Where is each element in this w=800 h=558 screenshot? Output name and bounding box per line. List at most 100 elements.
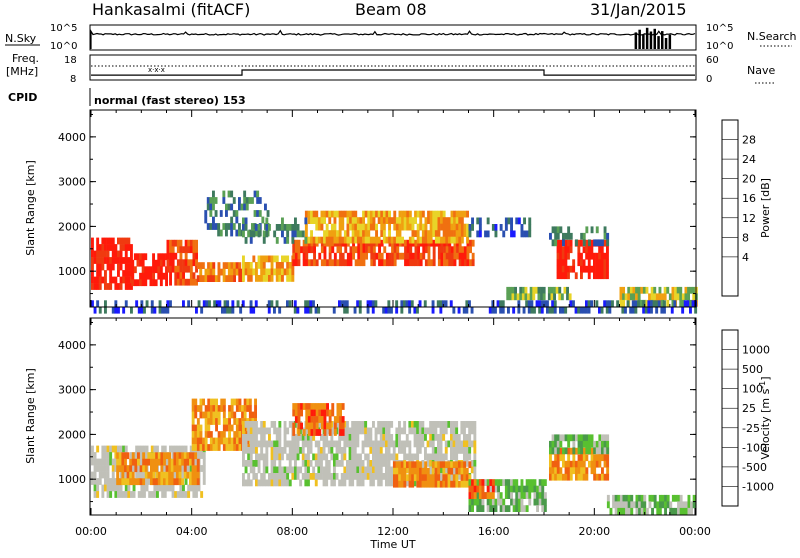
echo-cell <box>669 507 673 515</box>
echo-cell <box>315 422 319 430</box>
echo-cell <box>302 403 306 410</box>
echo-cell <box>200 306 204 314</box>
echo-cell <box>160 465 164 473</box>
echo-cell <box>587 306 591 314</box>
echo-cell <box>543 505 547 512</box>
echo-cell <box>378 252 381 260</box>
echo-cell <box>158 300 162 308</box>
echo-cell <box>426 440 430 448</box>
echo-cell <box>400 306 404 314</box>
echo-cell <box>215 437 218 445</box>
echo-cell <box>406 239 410 247</box>
echo-cell <box>157 478 161 486</box>
echo-cell <box>666 501 670 509</box>
echo-cell <box>260 268 264 276</box>
echo-cell <box>176 278 180 286</box>
echo-cell <box>653 286 657 294</box>
echo-cell <box>567 473 571 481</box>
echo-cell <box>549 440 552 448</box>
echo-cell <box>106 478 110 485</box>
echo-cell <box>640 299 644 307</box>
echo-cell <box>632 501 636 509</box>
echo-cell <box>275 237 279 244</box>
echo-cell <box>473 447 477 454</box>
echo-cell <box>414 252 418 260</box>
echo-cell <box>109 263 113 271</box>
echo-cell <box>567 265 570 273</box>
echo-cell <box>388 236 391 244</box>
echo-cell <box>340 460 344 467</box>
echo-cell <box>393 252 397 260</box>
echo-cell <box>671 299 675 307</box>
echo-cell <box>398 440 401 448</box>
echo-cell <box>676 293 680 301</box>
echo-cell <box>93 452 97 459</box>
echo-cell <box>270 440 274 448</box>
echo-cell <box>189 478 192 486</box>
echo-cell <box>130 452 133 459</box>
echo-cell <box>222 405 226 412</box>
echo-cell <box>444 300 448 308</box>
echo-cell <box>463 467 467 475</box>
echo-cell <box>372 473 375 480</box>
echo-cell <box>140 452 144 459</box>
echo-cell <box>567 246 570 254</box>
echo-cell <box>385 479 388 487</box>
echo-cell <box>255 434 258 441</box>
echo-cell <box>262 275 266 282</box>
echo-cell <box>424 434 427 441</box>
echo-cell <box>507 479 511 486</box>
echo-cell <box>296 447 300 454</box>
echo-cell <box>313 252 316 260</box>
echo-cell <box>281 217 284 225</box>
echo-cell <box>121 465 125 473</box>
echo-cell <box>383 259 387 267</box>
echo-cell <box>603 265 607 273</box>
echo-cell <box>230 216 234 224</box>
echo-cell <box>377 460 381 467</box>
echo-cell <box>595 460 599 468</box>
echo-cell <box>323 252 327 260</box>
echo-cell <box>585 473 589 481</box>
echo-cell <box>305 246 309 254</box>
echo-cell <box>538 498 542 506</box>
colorbar-tick-label: -1000 <box>742 480 774 493</box>
echo-cell <box>219 210 223 217</box>
echo-cell <box>416 421 420 428</box>
echo-cell <box>273 460 277 467</box>
echo-cell <box>403 421 407 428</box>
echo-cell <box>382 440 386 448</box>
echo-cell <box>400 467 404 475</box>
echo-cell <box>362 236 365 244</box>
echo-cell <box>434 217 438 224</box>
echo-cell <box>634 306 638 314</box>
echo-cell <box>561 252 565 260</box>
echo-cell <box>600 252 604 260</box>
echo-cell <box>444 421 448 428</box>
echo-cell <box>207 268 210 276</box>
echo-cell <box>118 452 122 460</box>
echo-cell <box>405 434 409 441</box>
echo-cell <box>281 268 284 276</box>
echo-cell <box>692 501 696 509</box>
echo-cell <box>398 421 401 428</box>
echo-cell <box>452 453 456 461</box>
echo-cell <box>432 252 436 260</box>
echo-cell <box>577 440 581 448</box>
echo-cell <box>499 505 503 512</box>
echo-cell <box>242 255 245 263</box>
echo-cell <box>238 197 241 204</box>
echo-cell <box>322 466 326 474</box>
echo-cell <box>109 276 113 284</box>
echo-cell <box>320 460 323 467</box>
echo-cell <box>393 210 397 218</box>
echo-cell <box>170 478 174 486</box>
echo-cell <box>458 230 462 237</box>
echo-cell <box>183 471 187 479</box>
echo-cell <box>522 306 526 314</box>
echo-cell <box>603 252 607 260</box>
echo-cell <box>325 479 329 487</box>
echo-cell <box>380 259 384 267</box>
echo-cell <box>606 460 610 468</box>
echo-cell <box>530 479 534 486</box>
